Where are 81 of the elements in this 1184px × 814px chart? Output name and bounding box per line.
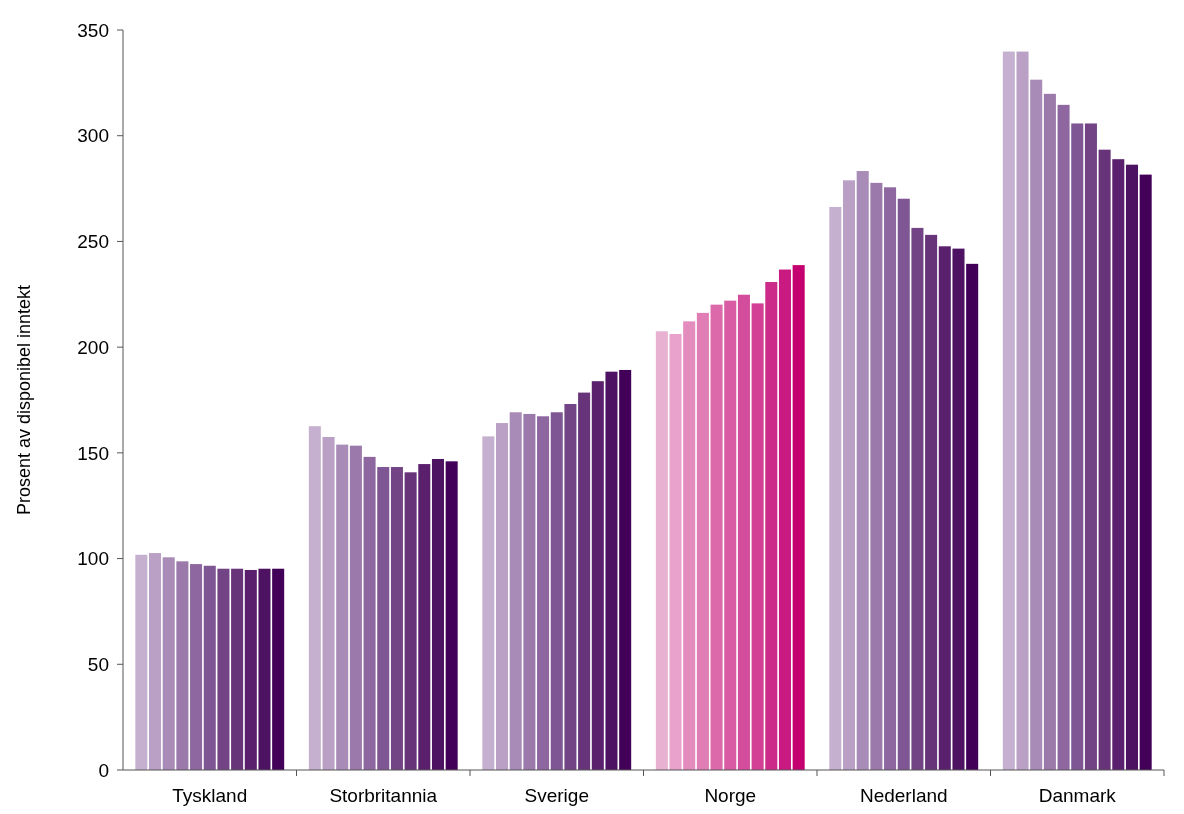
bar [258, 568, 271, 770]
x-tick-label: Storbritannia [329, 785, 438, 806]
bar [1002, 51, 1015, 770]
y-tick-label: 350 [77, 19, 109, 41]
bar [564, 404, 577, 770]
bar [938, 246, 951, 770]
bar [751, 303, 764, 770]
bar [203, 565, 216, 770]
bar [523, 413, 536, 770]
bar [737, 294, 750, 770]
bar [537, 416, 550, 770]
bar [765, 282, 778, 770]
bar [550, 412, 563, 770]
bar [1139, 174, 1152, 770]
bar [404, 472, 417, 770]
bar [1098, 149, 1111, 770]
y-tick-label: 100 [77, 548, 109, 570]
bar [619, 369, 632, 770]
bar [244, 569, 257, 770]
x-tick-label: Danmark [1038, 785, 1117, 806]
bar [336, 444, 349, 770]
bar [445, 461, 458, 770]
bar [1125, 164, 1138, 770]
bar [1112, 159, 1125, 770]
y-tick-label: 250 [77, 231, 109, 253]
bar [377, 467, 390, 770]
bar [482, 436, 495, 770]
bar [390, 467, 403, 770]
y-tick-label: 0 [98, 759, 109, 781]
y-axis-title: Prosent av disponibel inntekt [14, 284, 34, 516]
x-tick-label: Norge [704, 785, 757, 806]
bar [135, 554, 148, 770]
bar [870, 182, 883, 770]
x-tick-label: Nederland [859, 785, 948, 806]
bar [591, 381, 604, 770]
x-tick-label: Tyskland [172, 785, 248, 806]
bar [1084, 123, 1097, 770]
bar [829, 206, 842, 770]
bar [856, 171, 869, 770]
bar [884, 187, 897, 770]
bar [162, 557, 175, 770]
bar [190, 564, 203, 770]
x-tick-label: Sverige [524, 785, 589, 806]
bar [272, 568, 285, 770]
bar [578, 392, 591, 770]
bar [605, 371, 618, 770]
bar [669, 334, 682, 770]
bar [496, 423, 509, 770]
bar [778, 269, 791, 770]
y-tick-label: 50 [87, 653, 109, 675]
bar [696, 312, 709, 770]
bar [897, 198, 910, 770]
bar [1030, 79, 1043, 770]
bar [911, 227, 924, 770]
y-tick-label: 300 [77, 125, 109, 147]
bar [710, 304, 723, 770]
bar [217, 568, 230, 770]
y-tick-label: 150 [77, 442, 109, 464]
bar [509, 412, 522, 770]
bar [683, 321, 696, 770]
bar [792, 265, 805, 770]
bar [176, 561, 189, 770]
bar [655, 331, 668, 770]
y-tick-label: 200 [77, 336, 109, 358]
bar [966, 263, 979, 770]
bar [418, 464, 431, 770]
bar [308, 426, 321, 770]
bar [1016, 51, 1029, 770]
bar [1057, 104, 1070, 770]
bar [149, 553, 162, 770]
bar [1043, 93, 1056, 770]
bar [231, 568, 244, 770]
bar [1071, 123, 1084, 770]
bar [843, 180, 856, 770]
bar [322, 437, 335, 770]
bar [431, 458, 444, 770]
bar [363, 456, 376, 770]
bar [724, 300, 737, 770]
bar [952, 248, 965, 770]
bar [925, 234, 938, 770]
bar [349, 445, 362, 770]
